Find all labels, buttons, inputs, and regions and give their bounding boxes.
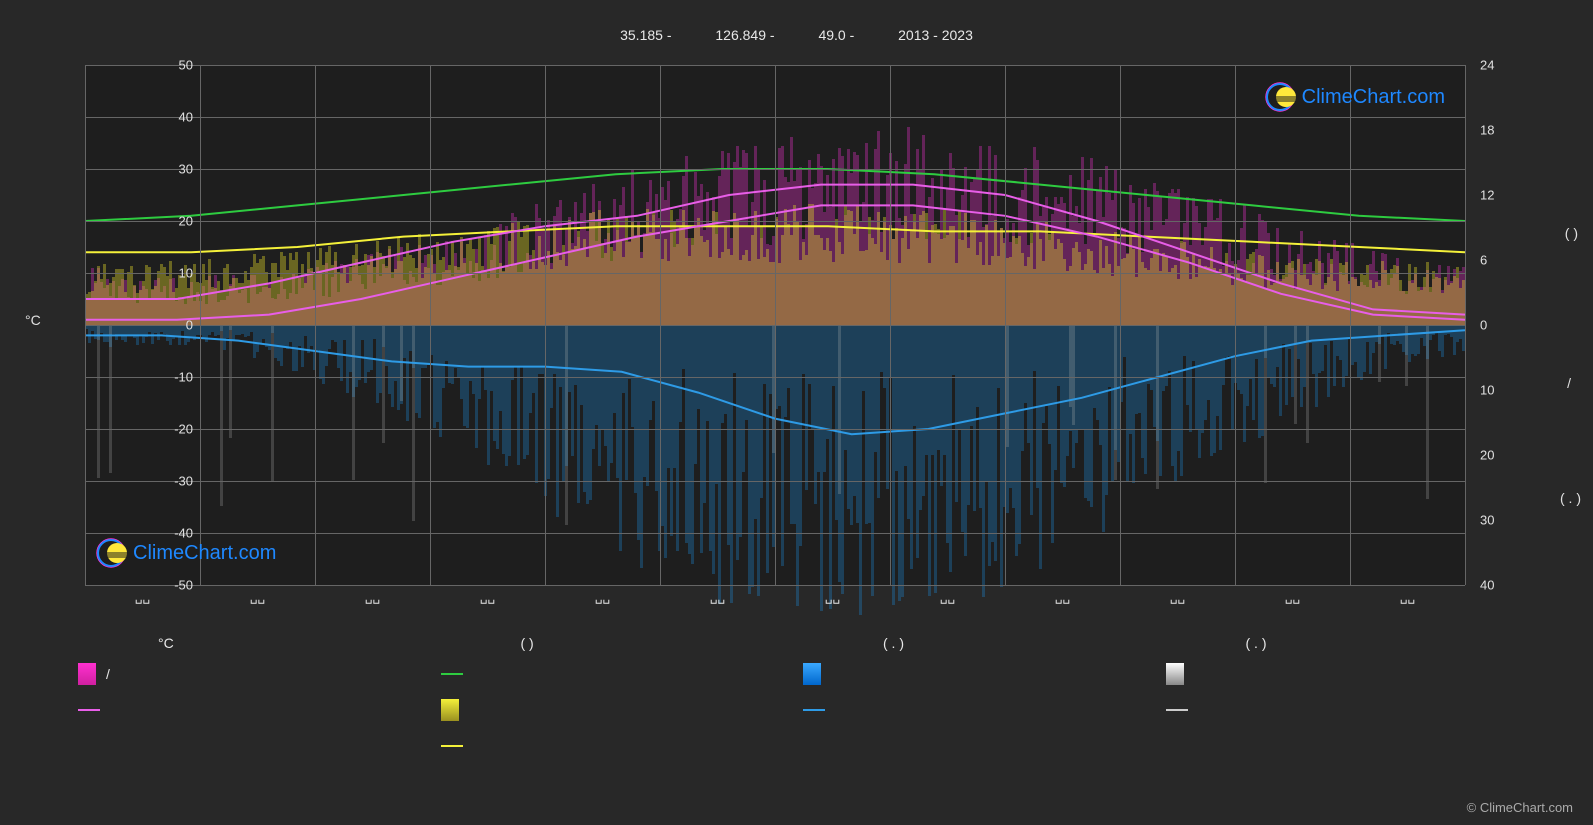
legend-item xyxy=(1158,692,1521,728)
logo-icon xyxy=(97,539,125,567)
x-tick: ␣␣ xyxy=(365,590,380,604)
legend-item xyxy=(433,728,796,764)
logo-icon xyxy=(1266,83,1294,111)
y-tick-left: -30 xyxy=(174,474,193,489)
copyright: © ClimeChart.com xyxy=(1467,800,1573,815)
right-axis-lower-label: ( . ) xyxy=(1560,490,1581,506)
y-tick-right: 6 xyxy=(1480,253,1487,268)
y-tick-left: -10 xyxy=(174,370,193,385)
y-tick-left: -20 xyxy=(174,422,193,437)
logo-text: ClimeChart.com xyxy=(133,542,276,565)
legend-item: / xyxy=(70,656,433,692)
y-tick-left: 0 xyxy=(186,318,193,333)
legend-item xyxy=(433,656,796,692)
x-tick: ␣␣ xyxy=(1285,590,1300,604)
legend-header: ( . ) xyxy=(1158,630,1521,656)
y-tick-right: 20 xyxy=(1480,448,1494,463)
x-tick: ␣␣ xyxy=(250,590,265,604)
meta-elev: 49.0 - xyxy=(818,27,854,43)
meta-lat: 35.185 - xyxy=(620,27,671,43)
legend-item xyxy=(70,728,433,764)
y-tick-right: 0 xyxy=(1480,318,1487,333)
y-tick-right: 30 xyxy=(1480,513,1494,528)
x-tick: ␣␣ xyxy=(1055,590,1070,604)
legend-item xyxy=(433,692,796,728)
climate-chart: 35.185 - 126.849 - 49.0 - 2013 - 2023 °C… xyxy=(0,0,1593,825)
y-tick-right: 12 xyxy=(1480,188,1494,203)
logo-bottom: ClimeChart.com xyxy=(97,539,276,567)
meta-years: 2013 - 2023 xyxy=(898,27,973,43)
y-tick-left: 50 xyxy=(179,58,193,73)
y-tick-left: -40 xyxy=(174,526,193,541)
y-tick-left: 10 xyxy=(179,266,193,281)
y-tick-right: 10 xyxy=(1480,383,1494,398)
y-tick-right: 40 xyxy=(1480,578,1494,593)
legend-item xyxy=(795,692,1158,728)
legend-item xyxy=(795,656,1158,692)
x-tick: ␣␣ xyxy=(135,590,150,604)
legend-header: °C xyxy=(70,630,433,656)
x-tick: ␣␣ xyxy=(710,590,725,604)
x-tick: ␣␣ xyxy=(1400,590,1415,604)
legend-header: ( ) xyxy=(433,630,796,656)
legend: °C( )( . )( . )/ xyxy=(70,630,1520,764)
x-tick: ␣␣ xyxy=(480,590,495,604)
logo-text: ClimeChart.com xyxy=(1302,86,1445,109)
y-tick-left: 20 xyxy=(179,214,193,229)
plot-area: ClimeChart.com ClimeChart.com xyxy=(85,65,1465,585)
y-tick-left: 40 xyxy=(179,110,193,125)
x-tick: ␣␣ xyxy=(940,590,955,604)
legend-item xyxy=(1158,728,1521,764)
legend-item xyxy=(70,692,433,728)
right-axis-upper-label: ( ) xyxy=(1565,225,1578,241)
y-tick-right: 18 xyxy=(1480,123,1494,138)
y-tick-left: 30 xyxy=(179,162,193,177)
chart-title-row: 35.185 - 126.849 - 49.0 - 2013 - 2023 xyxy=(0,27,1593,43)
y-tick-right: 24 xyxy=(1480,58,1494,73)
x-tick: ␣␣ xyxy=(595,590,610,604)
right-axis-mid-label: / xyxy=(1567,375,1571,391)
legend-item xyxy=(1158,656,1521,692)
legend-item xyxy=(795,728,1158,764)
y-tick-left: -50 xyxy=(174,578,193,593)
logo-top: ClimeChart.com xyxy=(1266,83,1445,111)
x-tick: ␣␣ xyxy=(1170,590,1185,604)
x-tick: ␣␣ xyxy=(825,590,840,604)
meta-lon: 126.849 - xyxy=(715,27,774,43)
y-axis-left-title: °C xyxy=(25,312,41,328)
legend-header: ( . ) xyxy=(795,630,1158,656)
